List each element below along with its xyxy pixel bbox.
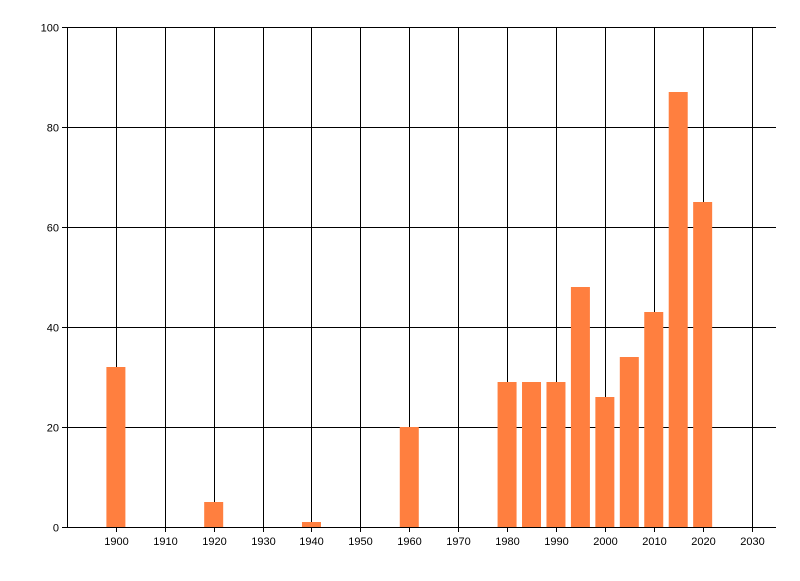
bars-layer xyxy=(106,92,713,527)
bar-1900 xyxy=(106,367,126,527)
bar-2010 xyxy=(644,312,664,527)
y-tick-label: 60 xyxy=(47,223,59,235)
bar-1920 xyxy=(204,502,224,527)
x-tick-label: 2030 xyxy=(740,536,764,548)
axes-layer xyxy=(62,27,776,532)
x-tick-label: 1940 xyxy=(299,536,323,548)
x-tick-label: 2000 xyxy=(593,536,617,548)
x-tick-label: 2020 xyxy=(691,536,715,548)
y-tick-label: 100 xyxy=(41,23,59,35)
y-tick-label: 80 xyxy=(47,123,59,135)
x-tick-label: 1980 xyxy=(495,536,519,548)
bar-2020 xyxy=(693,202,713,527)
bar-2000 xyxy=(595,397,615,527)
x-tick-label: 1990 xyxy=(544,536,568,548)
bar-2005 xyxy=(619,357,639,527)
bar-1990 xyxy=(546,382,566,527)
bar-1960 xyxy=(399,427,419,527)
x-tick-label: 1950 xyxy=(348,536,372,548)
bar-2015 xyxy=(668,92,688,527)
tick-labels-layer: 0 20 40 60 80 100 1900 1910 1920 1930 1940 1950 1960… xyxy=(41,23,765,549)
bar-1980 xyxy=(497,382,517,527)
bar-1995 xyxy=(570,287,590,527)
x-tick-label: 1900 xyxy=(104,536,128,548)
x-tick-label: 1910 xyxy=(153,536,177,548)
x-tick-label: 1930 xyxy=(251,536,275,548)
x-tick-label: 1960 xyxy=(397,536,421,548)
y-tick-label: 20 xyxy=(47,423,59,435)
bar-1940 xyxy=(301,522,321,527)
y-tick-label: 40 xyxy=(47,323,59,335)
bar-1985 xyxy=(522,382,542,527)
x-tick-label: 1970 xyxy=(446,536,470,548)
x-tick-label: 2010 xyxy=(642,536,666,548)
y-tick-label: 0 xyxy=(53,523,59,535)
x-tick-label: 1920 xyxy=(202,536,226,548)
